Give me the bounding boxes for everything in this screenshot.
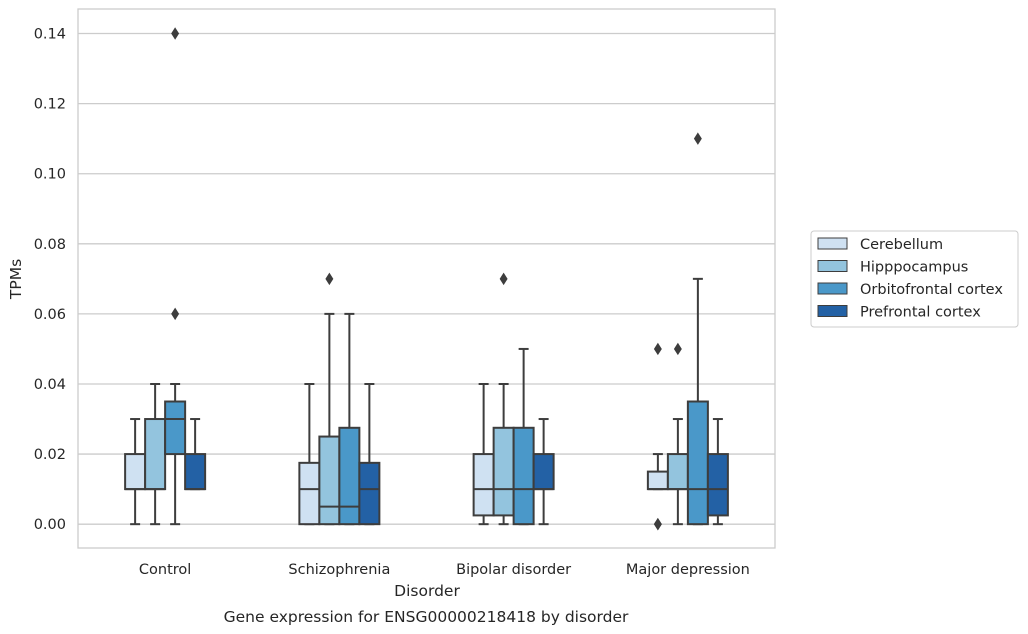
box — [358, 461, 381, 526]
legend-label: Hipppocampus — [860, 260, 968, 276]
y-tick-label: 0.10 — [34, 167, 66, 183]
outlier-point — [693, 132, 702, 145]
box — [646, 470, 669, 491]
y-tick-label: 0.06 — [34, 307, 66, 323]
box — [706, 453, 729, 517]
outlier-point — [653, 517, 662, 531]
y-axis-label: TPMs — [7, 259, 25, 300]
box — [298, 461, 321, 526]
legend-frame — [810, 230, 1019, 328]
box-group-control — [124, 27, 207, 526]
plot-frame — [77, 8, 776, 549]
box — [512, 426, 535, 526]
box — [686, 400, 709, 526]
box — [492, 426, 515, 517]
box — [318, 435, 341, 526]
box — [124, 453, 147, 491]
box-group-schizophrenia — [298, 272, 381, 526]
box-groups — [124, 27, 729, 531]
x-tick-label: Major depression — [626, 562, 750, 578]
chart-caption: Gene expression for ENSG00000218418 by d… — [224, 608, 629, 626]
legend-swatch — [817, 237, 848, 250]
outlier-point — [673, 342, 682, 356]
box — [184, 453, 207, 491]
legend-label: Cerebellum — [860, 237, 943, 253]
y-tick-label: 0.02 — [34, 447, 66, 463]
box — [666, 453, 689, 491]
y-tick-labels: 0.00 0.02 0.04 0.06 0.08 0.10 0.12 0.14 — [34, 27, 66, 534]
box — [164, 400, 187, 456]
y-tick-label: 0.14 — [34, 27, 66, 43]
box-group-major-depression — [646, 132, 729, 531]
legend-label: Orbitofrontal cortex — [860, 282, 1003, 298]
legend-swatch — [817, 282, 848, 295]
box — [338, 426, 361, 526]
y-tick-label: 0.00 — [34, 517, 66, 533]
y-tick-label: 0.08 — [34, 237, 66, 253]
x-tick-label: Control — [139, 562, 191, 578]
x-tick-label: Schizophrenia — [288, 562, 390, 578]
legend-swatch — [817, 305, 848, 317]
outlier-point — [171, 27, 180, 40]
legend-label: Prefrontal cortex — [860, 305, 981, 321]
box — [532, 453, 555, 491]
outlier-point — [171, 307, 180, 321]
x-tick-label: Bipolar disorder — [456, 562, 571, 578]
x-tick-labels: Control Schizophrenia Bipolar disorder Majo… — [139, 562, 750, 578]
outlier-point — [653, 342, 662, 356]
box — [472, 453, 495, 517]
box-group-bipolar-disorder — [472, 272, 555, 526]
legend-swatch — [817, 260, 848, 272]
x-axis-label: Disorder — [394, 582, 460, 600]
outlier-point — [499, 272, 508, 286]
box — [144, 418, 167, 491]
y-tick-label: 0.12 — [34, 97, 66, 113]
y-tick-label: 0.04 — [34, 377, 66, 393]
outlier-point — [325, 272, 334, 286]
legend: Cerebellum Hipppocampus Orbitofrontal cort… — [810, 230, 1019, 328]
